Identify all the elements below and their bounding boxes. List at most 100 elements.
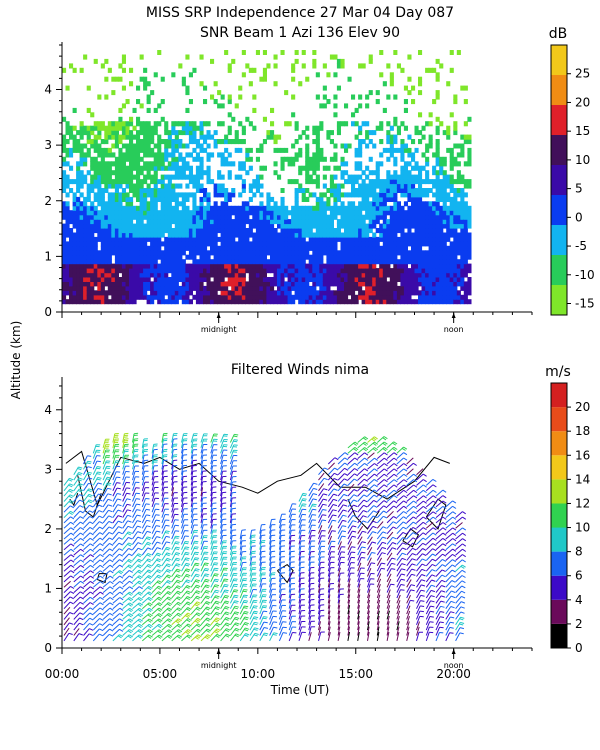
snr-cell: [139, 241, 144, 247]
snr-cell: [315, 125, 320, 131]
snr-cell: [425, 143, 430, 149]
snr-cell: [136, 294, 141, 300]
snr-cell: [195, 183, 200, 189]
snr-cell: [336, 268, 341, 274]
wind-barb-flag: [166, 557, 171, 561]
snr-cell: [153, 130, 158, 136]
snr-cell: [305, 125, 310, 131]
wind-barb-flag: [176, 563, 181, 566]
snr-cell: [270, 232, 275, 238]
wind-barb-flag: [119, 553, 124, 557]
snr-cell: [150, 232, 155, 238]
wind-barb-flag: [117, 509, 122, 512]
snr-cell: [178, 263, 183, 269]
snr-cell: [439, 214, 444, 220]
snr-cell: [382, 272, 387, 278]
snr-cell: [262, 299, 267, 305]
snr-cell: [76, 245, 81, 251]
snr-cell: [414, 219, 419, 225]
snr-cell: [428, 299, 433, 305]
wind-barb: [83, 466, 89, 475]
snr-cell: [460, 259, 465, 265]
snr-cell: [100, 250, 105, 256]
snr-cell: [407, 170, 412, 176]
wind-barb-flag: [97, 477, 102, 479]
snr-cell: [277, 147, 282, 153]
wind-barb-flag: [138, 564, 143, 568]
snr-cell: [446, 219, 451, 225]
snr-cell: [411, 281, 416, 287]
snr-cell: [266, 290, 271, 296]
snr-cell: [336, 130, 341, 136]
snr-cell: [407, 54, 412, 60]
wind-barb-flag: [186, 579, 191, 582]
snr-cell: [418, 263, 423, 269]
snr-cell: [174, 201, 179, 207]
snr-cell: [160, 299, 165, 305]
snr-cell: [238, 228, 243, 234]
snr-cell: [326, 290, 331, 296]
wind-barb-flag: [80, 559, 85, 563]
snr-cell: [220, 214, 225, 220]
snr-cell: [104, 272, 109, 278]
snr-cell: [425, 201, 430, 207]
snr-cell: [456, 210, 461, 216]
snr-cell: [389, 214, 394, 220]
snr-cell: [252, 232, 257, 238]
snr-cell: [358, 241, 363, 247]
snr-cell: [157, 228, 162, 234]
snr-cell: [315, 134, 320, 140]
snr-cell: [393, 139, 398, 145]
snr-cell: [90, 143, 95, 149]
snr-cell: [358, 277, 363, 282]
snr-cell: [210, 223, 215, 229]
snr-cell: [107, 183, 112, 189]
snr-cell: [312, 259, 317, 265]
snr-cell: [171, 183, 176, 189]
snr-cell: [171, 250, 176, 256]
snr-cell: [181, 76, 186, 82]
snr-cell: [231, 290, 236, 296]
snr-cell: [294, 179, 299, 185]
snr-cell: [185, 285, 190, 291]
snr-cell: [157, 210, 162, 216]
snr-cell: [389, 236, 394, 242]
snr-cell: [284, 228, 289, 234]
wind-barb-flag: [157, 574, 162, 578]
snr-cell: [150, 272, 155, 278]
snr-cell: [136, 188, 141, 193]
snr-cell: [432, 285, 437, 291]
snr-cell: [425, 219, 430, 225]
snr-cell: [188, 268, 193, 274]
snr-cell: [329, 179, 334, 185]
snr-cell: [326, 254, 331, 260]
snr-cell: [224, 223, 229, 229]
snr-cell: [114, 139, 119, 145]
snr-cell: [210, 263, 215, 269]
snr-cell: [467, 245, 472, 251]
wind-barb: [83, 581, 91, 588]
wind-barb: [151, 541, 158, 550]
snr-cell: [432, 263, 437, 269]
snr-cell: [203, 205, 208, 211]
snr-cell: [206, 143, 211, 149]
snr-cell: [386, 268, 391, 274]
snr-cell: [446, 214, 451, 220]
snr-cell: [375, 205, 380, 211]
snr-cell: [210, 268, 215, 274]
snr-cell: [220, 245, 225, 251]
snr-cell: [259, 268, 264, 274]
snr-cell: [418, 210, 423, 216]
snr-cell: [195, 228, 200, 234]
snr-cell: [273, 245, 278, 251]
wind-barb-flag: [147, 576, 152, 580]
snr-cell: [76, 196, 81, 202]
snr-cell: [153, 196, 158, 202]
snr-cell: [393, 188, 398, 193]
snr-cell: [403, 268, 408, 274]
snr-cell: [252, 219, 257, 225]
snr-cell: [329, 214, 334, 220]
wind-barb: [73, 499, 81, 508]
wind-barb: [161, 460, 164, 470]
snr-cell: [403, 281, 408, 287]
